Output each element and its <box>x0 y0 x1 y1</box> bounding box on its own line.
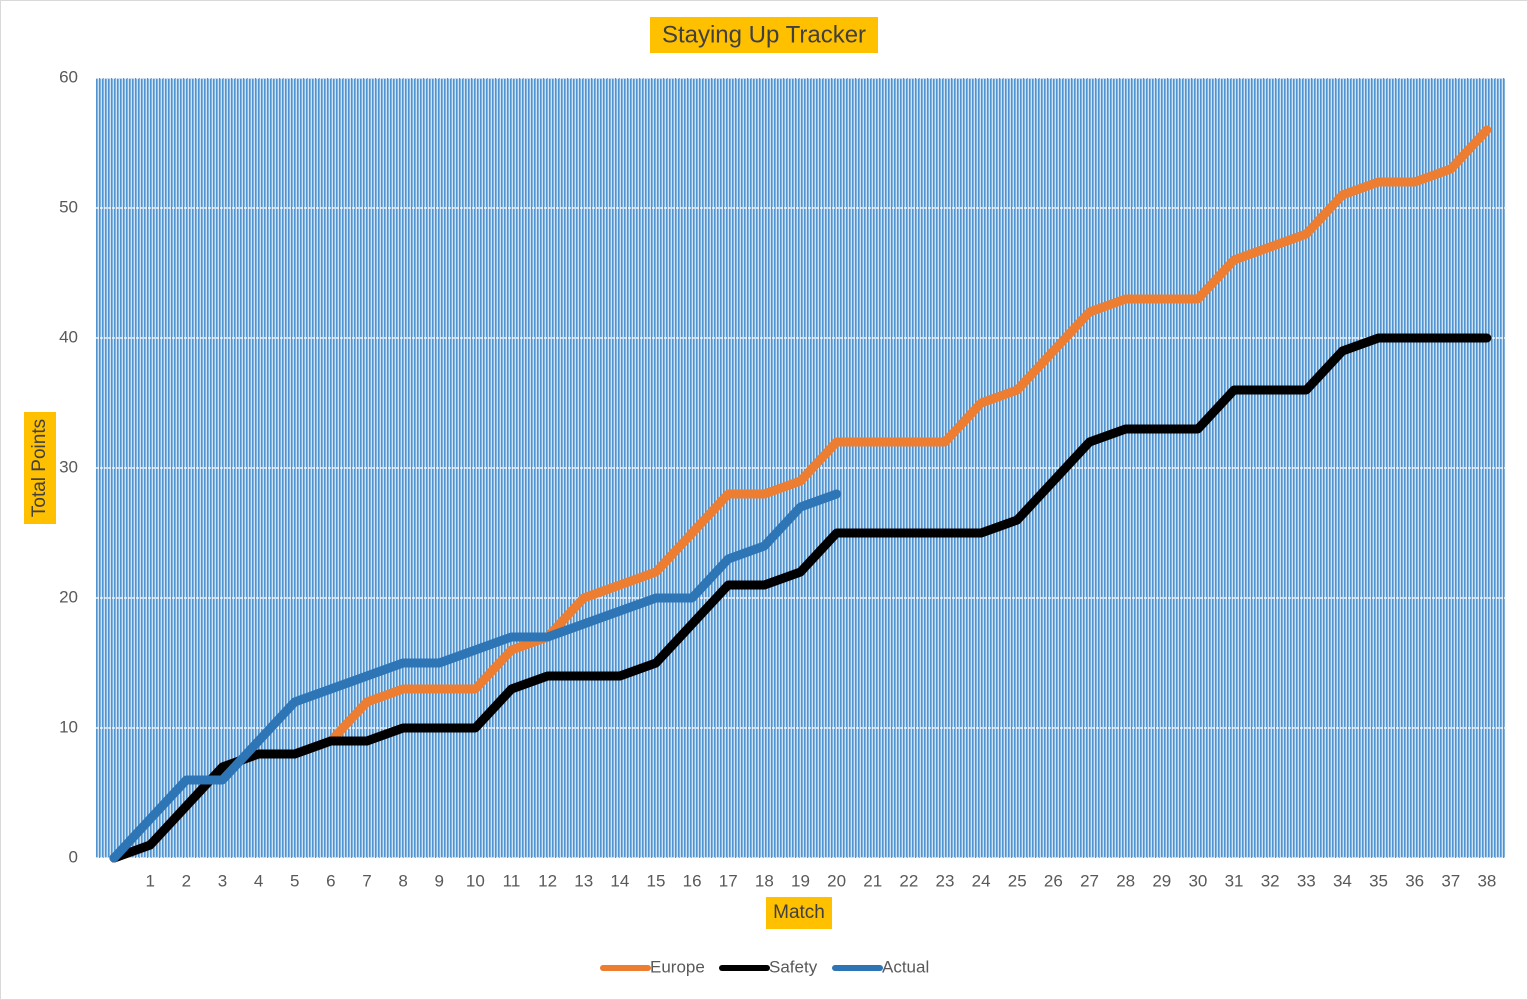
line-series <box>109 125 1492 863</box>
x-tick-label: 32 <box>1261 871 1280 890</box>
x-tick-label: 34 <box>1333 871 1352 890</box>
y-label-box <box>24 412 56 524</box>
x-tick-label: 30 <box>1188 871 1207 890</box>
line-series <box>109 333 1492 863</box>
x-tick-label: 35 <box>1369 871 1388 890</box>
title-box <box>650 17 878 53</box>
x-axis-label: Match <box>773 902 825 923</box>
line-series <box>109 489 842 863</box>
x-tick-label: 29 <box>1152 871 1171 890</box>
y-tick-label: 60 <box>59 67 78 86</box>
y-tick-label: 50 <box>59 197 78 216</box>
x-tick-label: 9 <box>434 871 443 890</box>
chart-title: Staying Up Tracker <box>662 21 866 48</box>
x-tick-label: 38 <box>1477 871 1496 890</box>
x-tick-label: 24 <box>972 871 991 890</box>
x-tick-label: 1 <box>145 871 154 890</box>
x-tick-label: 31 <box>1225 871 1244 890</box>
x-tick-label: 7 <box>362 871 371 890</box>
x-tick-label: 22 <box>899 871 918 890</box>
x-tick-label: 13 <box>574 871 593 890</box>
x-tick-label: 14 <box>610 871 629 890</box>
x-tick-label: 15 <box>647 871 666 890</box>
x-tick-label: 36 <box>1405 871 1424 890</box>
x-tick-label: 10 <box>466 871 485 890</box>
x-tick-label: 20 <box>827 871 846 890</box>
legend-label: Safety <box>769 957 818 976</box>
x-tick-label: 23 <box>936 871 955 890</box>
x-tick-label: 3 <box>218 871 227 890</box>
x-tick-label: 8 <box>398 871 407 890</box>
x-tick-label: 16 <box>683 871 702 890</box>
x-tick-label: 5 <box>290 871 299 890</box>
y-tick-label: 0 <box>69 847 78 866</box>
x-tick-label: 2 <box>182 871 191 890</box>
y-tick-label: 40 <box>59 327 78 346</box>
x-tick-label: 37 <box>1441 871 1460 890</box>
y-axis-label: Total Points <box>29 419 50 517</box>
legend-label: Actual <box>882 957 929 976</box>
x-tick-label: 26 <box>1044 871 1063 890</box>
x-tick-label: 33 <box>1297 871 1316 890</box>
x-tick-label: 4 <box>254 871 263 890</box>
x-tick-label: 11 <box>503 871 521 890</box>
x-tick-label: 25 <box>1008 871 1027 890</box>
x-tick-label: 18 <box>755 871 774 890</box>
x-tick-label: 27 <box>1080 871 1099 890</box>
x-tick-label: 6 <box>326 871 335 890</box>
legend-label: Europe <box>650 957 705 976</box>
y-tick-label: 10 <box>59 717 78 736</box>
x-tick-label: 21 <box>863 871 882 890</box>
x-tick-label: 19 <box>791 871 810 890</box>
y-tick-label: 20 <box>59 587 78 606</box>
x-tick-label: 28 <box>1116 871 1135 890</box>
x-tick-label: 12 <box>538 871 557 890</box>
x-label-box <box>766 897 832 929</box>
x-tick-label: 17 <box>719 871 738 890</box>
y-tick-label: 30 <box>59 457 78 476</box>
